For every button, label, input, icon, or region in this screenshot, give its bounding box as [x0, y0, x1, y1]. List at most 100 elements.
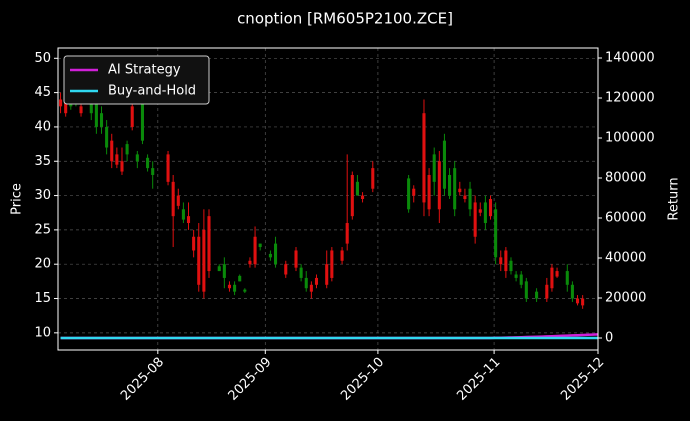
candle-body	[258, 243, 262, 248]
candle-body	[120, 161, 124, 172]
y2-tick-label: 100000	[605, 131, 655, 146]
y2-tick-label: 60000	[605, 211, 646, 226]
candle-body	[140, 99, 144, 141]
candle-body	[442, 140, 446, 189]
plot-frame	[57, 47, 599, 351]
candle-body	[248, 260, 252, 265]
candle-body	[412, 188, 416, 196]
candle-body	[146, 157, 150, 169]
y2-tick-label: 140000	[605, 51, 655, 66]
candle-body	[105, 126, 109, 148]
candle-body	[483, 202, 487, 224]
y2-axis-label: Return	[667, 177, 682, 220]
x-tick-label: 2025-09	[226, 355, 275, 404]
y2-tick-label: 20000	[605, 291, 646, 306]
candle-body	[79, 106, 83, 114]
candle-body	[355, 181, 359, 196]
candle-body	[135, 154, 139, 162]
y2-tick-label: 0	[605, 331, 613, 346]
candle-body	[407, 178, 411, 210]
candle-body	[494, 209, 498, 258]
candle-body	[340, 250, 344, 261]
candle-body	[550, 267, 554, 289]
y2-tick-label: 120000	[605, 91, 655, 106]
y-tick-label: 10	[34, 325, 51, 340]
candle-body	[555, 271, 559, 277]
candle-body	[545, 284, 549, 299]
y-tick-label: 20	[34, 257, 51, 272]
candle-body	[253, 236, 257, 265]
candle-body	[524, 281, 528, 299]
candle-body	[166, 154, 170, 182]
candle-body	[499, 257, 503, 265]
candle-body	[473, 202, 477, 237]
x-tick-label: 2025-10	[338, 355, 387, 404]
candle-body	[151, 168, 155, 175]
candle-body	[361, 195, 365, 199]
y-axis-label: Price	[10, 183, 25, 215]
candle-body	[274, 243, 278, 265]
candle-body	[504, 250, 508, 272]
candle-body	[468, 188, 472, 210]
candle-body	[222, 264, 226, 278]
candle-body	[565, 271, 569, 285]
candle-body	[243, 289, 247, 292]
candle-body	[284, 264, 288, 275]
y-tick-label: 30	[34, 188, 51, 203]
candle-body	[448, 174, 452, 196]
candle-body	[345, 223, 349, 244]
candle-body	[130, 106, 134, 127]
candle-body	[458, 188, 462, 193]
candle-body	[233, 284, 237, 292]
candle-body	[94, 99, 98, 127]
legend: AI Strategy Buy-and-Hold	[63, 55, 210, 105]
candle-body	[89, 96, 93, 114]
candle-body	[110, 140, 114, 162]
candle-body	[314, 277, 319, 285]
candle-body	[509, 260, 513, 272]
candle-body	[535, 291, 539, 299]
y-tick-label: 45	[34, 85, 51, 100]
candle-body	[304, 277, 308, 289]
candle-body	[350, 174, 354, 217]
candle-body	[171, 181, 175, 217]
candle-body	[217, 266, 221, 272]
legend-box	[63, 55, 210, 105]
candle-body	[437, 161, 441, 210]
candle-body	[453, 168, 457, 210]
candle-body	[570, 284, 574, 299]
candle-body	[422, 113, 426, 203]
x-tick-label: 2025-12	[558, 355, 607, 404]
candle-body	[294, 250, 298, 268]
legend-label: AI Strategy	[108, 63, 181, 78]
candle-body	[488, 199, 493, 217]
y-tick-label: 15	[34, 291, 51, 306]
x-tick-label: 2025-08	[118, 355, 167, 404]
candle-body	[299, 267, 303, 278]
candle-body	[330, 250, 334, 278]
candle-body	[207, 216, 211, 272]
candle-body	[575, 298, 580, 304]
candle-body	[59, 99, 63, 107]
candle-body	[64, 102, 68, 114]
candle-body	[227, 284, 232, 289]
candle-body	[125, 144, 129, 155]
candle-body	[325, 264, 329, 285]
candle-body	[238, 275, 242, 282]
chart-title: cnoption [RM605P2100.ZCE]	[237, 10, 453, 28]
candle-body	[581, 298, 585, 306]
candle-body	[519, 274, 523, 285]
candle-body	[309, 284, 313, 292]
candle-body	[478, 209, 482, 213]
candle-body	[192, 236, 196, 251]
x-tick-label: 2025-11	[454, 355, 503, 404]
y-tick-label: 40	[34, 119, 51, 134]
y2-tick-label: 80000	[605, 171, 646, 186]
y-tick-label: 50	[34, 51, 51, 66]
candle-body	[432, 154, 436, 182]
y-tick-label: 35	[34, 154, 51, 169]
candle-body	[99, 113, 104, 127]
candle-body	[197, 236, 201, 285]
